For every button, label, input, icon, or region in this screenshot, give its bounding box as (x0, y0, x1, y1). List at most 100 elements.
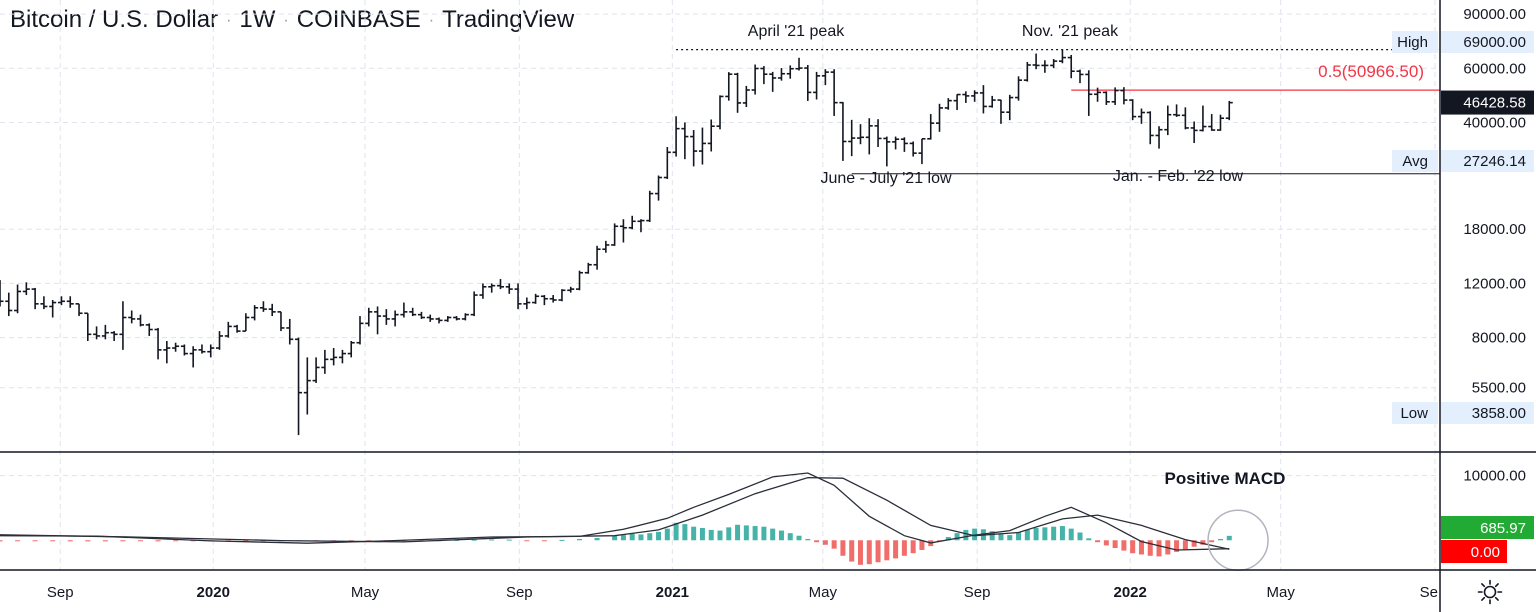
histogram-bar (489, 539, 495, 541)
price-bar (479, 283, 487, 299)
price-bar (1085, 70, 1093, 116)
histogram-bar (32, 540, 38, 542)
price-bar (110, 331, 118, 342)
price-bar (593, 245, 601, 270)
price-bar (953, 93, 961, 111)
grid-lines (0, 0, 1440, 570)
histogram-bar (875, 540, 881, 563)
price-bar (1111, 87, 1119, 105)
low-marker-value: 3858.00 (1472, 405, 1526, 422)
price-bar (830, 69, 838, 116)
price-bar (216, 331, 224, 350)
price-bar (145, 323, 153, 336)
price-bar (707, 119, 715, 152)
histogram-bar (1138, 540, 1144, 555)
price-bar (777, 68, 785, 81)
macd-signal-readout: 0.00 (1471, 544, 1500, 561)
price-bar (470, 291, 478, 317)
price-bar (251, 305, 259, 321)
price-bar (997, 99, 1005, 124)
histogram-bar (1024, 529, 1030, 541)
histogram-bar (638, 534, 644, 541)
histogram-bar (796, 535, 802, 541)
histogram-bar (524, 540, 530, 542)
avg-marker-value-bg (1441, 150, 1534, 172)
avg-marker-label-bg (1392, 150, 1438, 172)
gear-icon[interactable] (1476, 578, 1504, 606)
price-bar (786, 65, 794, 79)
price-bar (93, 326, 101, 340)
price-bar (163, 341, 171, 364)
histogram-bar (612, 535, 618, 541)
price-bar (0, 280, 4, 307)
histogram-bar (1095, 540, 1101, 543)
price-bar (347, 341, 355, 358)
histogram-bar (1051, 526, 1057, 541)
macd-hist-readout: 685.97 (1480, 520, 1526, 537)
macd-line (0, 472, 1230, 551)
avg-marker-value: 27246.14 (1463, 153, 1526, 170)
price-bar (769, 71, 777, 92)
price-tick-label: 5500.00 (1472, 380, 1526, 397)
price-bar (128, 310, 136, 324)
price-bar (602, 240, 610, 253)
time-tick-label: May (809, 584, 838, 601)
price-bar (839, 101, 847, 161)
price-bar (971, 90, 979, 102)
histogram-bar (656, 531, 662, 541)
histogram-bar (541, 540, 547, 542)
price-bar (821, 69, 829, 86)
price-bar (382, 309, 390, 325)
price-bar (268, 303, 276, 317)
price-bar (312, 357, 320, 383)
high-marker-label: High (1397, 34, 1428, 51)
price-bar (1155, 126, 1163, 149)
price-bar (804, 64, 812, 101)
histogram-bar (866, 540, 872, 565)
histogram-bar (155, 540, 161, 542)
histogram-bar (1086, 538, 1092, 541)
histogram-bar (1103, 540, 1109, 546)
high-marker-label-bg (1392, 31, 1438, 53)
histogram-bar (1042, 527, 1048, 541)
price-bar (295, 337, 303, 436)
histogram-bar (1112, 540, 1118, 549)
symbol-name[interactable]: Bitcoin / U.S. Dollar (10, 6, 219, 33)
price-bar (936, 103, 944, 132)
annotation-june-july-low: June - July '21 low (820, 170, 952, 187)
time-tick-label: 2021 (656, 584, 689, 601)
price-bar (549, 295, 557, 303)
price-bar (505, 283, 513, 294)
signal-line (0, 476, 1230, 550)
histogram-bar (1217, 538, 1223, 541)
price-bar (1190, 121, 1198, 144)
annotation-nov-peak: Nov. '21 peak (1022, 23, 1119, 40)
histogram-bar (849, 540, 855, 562)
price-bar (1050, 59, 1058, 69)
price-bar (751, 64, 759, 95)
histogram-bar (857, 540, 863, 565)
histogram-bar (822, 540, 828, 545)
price-bar (49, 300, 57, 318)
price-bar (795, 57, 803, 71)
price-bar (848, 119, 856, 157)
histogram-bar (1156, 540, 1162, 557)
price-bar (637, 219, 645, 233)
price-bar (207, 344, 215, 358)
price-bar (391, 310, 399, 327)
price-bar (66, 296, 74, 308)
price-bar (75, 303, 83, 317)
histogram-bar (805, 538, 811, 541)
price-bar (303, 357, 311, 415)
price-bar (444, 316, 452, 322)
price-bar (1181, 107, 1189, 130)
price-bar (453, 316, 461, 321)
histogram-bar (998, 534, 1004, 541)
price-bar (330, 348, 338, 366)
price-bar (690, 130, 698, 167)
histogram-bar (901, 540, 907, 556)
annotation-positive-macd: Positive MACD (1165, 469, 1286, 488)
avg-marker: Avg 27246.14 (1392, 150, 1534, 172)
interval-label[interactable]: 1W (239, 6, 276, 33)
